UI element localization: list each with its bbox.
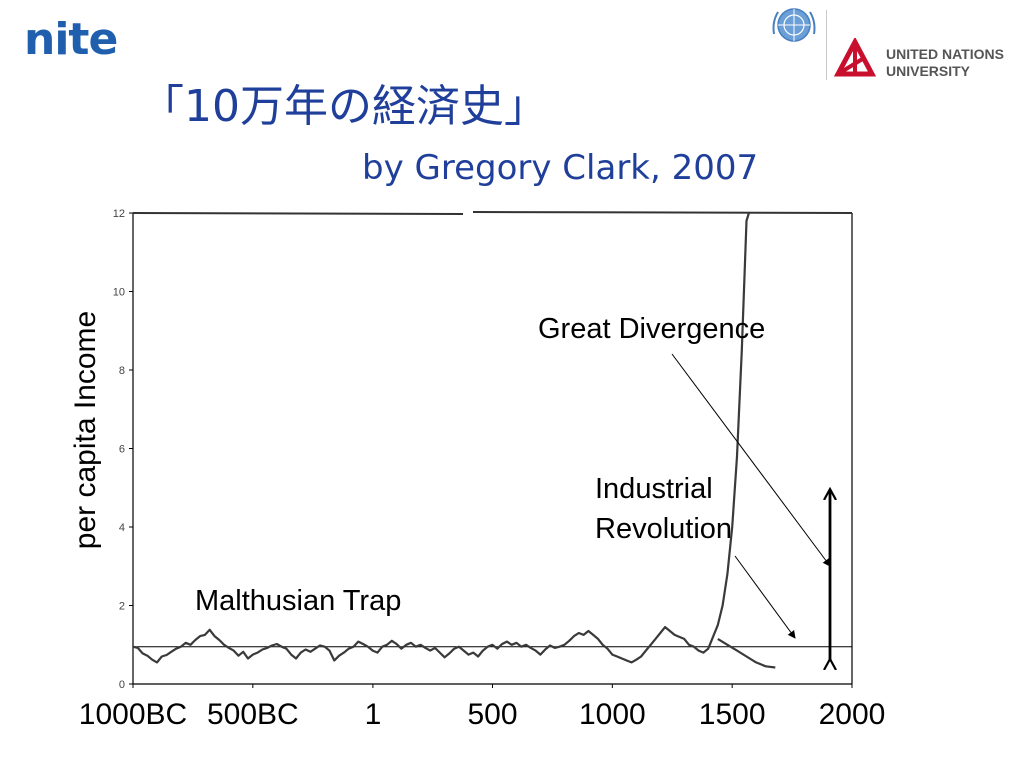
y-tick-label: 12 [113, 208, 125, 220]
y-axis-label: per capita Income [69, 310, 102, 550]
x-tick-label: 500BC [206, 698, 299, 731]
y-tick-label: 10 [113, 287, 125, 299]
annotation-arrows [671, 353, 831, 660]
annotation-great-divergence: Great Divergence [538, 313, 766, 345]
x-axis [132, 684, 853, 688]
series-group [132, 212, 776, 669]
series-line-declining [717, 637, 776, 669]
y-tick-label: 6 [119, 444, 125, 456]
unu-line-2: UNIVERSITY [886, 63, 971, 79]
annotation-revolution: Revolution [595, 513, 733, 545]
x-tick-label: 1500 [698, 698, 766, 731]
x-tick-label: 1000BC [78, 698, 188, 731]
x-tick-label: 1000 [578, 698, 646, 731]
slide-subtitle: by Gregory Clark, 2007 [362, 148, 759, 188]
great-divergence-pointer [671, 353, 831, 567]
y-axis: 0 2 4 6 8 10 12 [113, 208, 133, 691]
industrial-revolution-pointer [734, 555, 796, 639]
x-tick-label: 2000 [818, 698, 886, 731]
series-line-income [132, 212, 750, 664]
y-tick-label: 4 [119, 522, 125, 534]
x-tick-label: 500 [467, 698, 518, 731]
y-tick-label: 0 [119, 679, 125, 691]
unu-line-1: UNITED NATIONS [886, 46, 1004, 62]
annotation-malthusian-trap: Malthusian Trap [195, 585, 402, 617]
annotation-industrial: Industrial [595, 473, 713, 505]
x-tick-label: 1 [364, 698, 382, 731]
logo-divider [826, 10, 827, 80]
nite-logo: nite [24, 14, 118, 65]
unu-logo-icon [834, 38, 876, 77]
y-tick-label: 2 [119, 601, 125, 613]
top-border-left [132, 212, 464, 215]
y-tick-label: 8 [119, 365, 125, 377]
slide-title: 「10万年の経済史」 [140, 81, 548, 132]
un-emblem-icon [772, 8, 816, 42]
top-border-right [472, 211, 853, 214]
unu-wordmark: UNITED NATIONS UNIVERSITY [886, 46, 1004, 80]
